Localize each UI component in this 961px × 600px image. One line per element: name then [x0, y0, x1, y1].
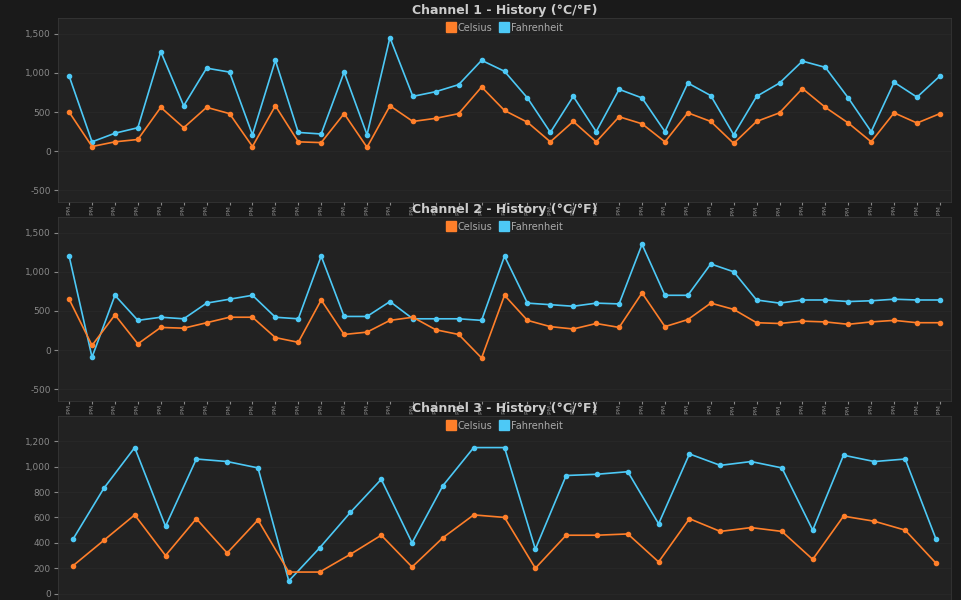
Title: Channel 3 - History (°C/°F): Channel 3 - History (°C/°F): [412, 401, 597, 415]
Legend: Celsius, Fahrenheit: Celsius, Fahrenheit: [447, 23, 562, 33]
Title: Channel 2 - History (°C/°F): Channel 2 - History (°C/°F): [411, 203, 598, 216]
Legend: Celsius, Fahrenheit: Celsius, Fahrenheit: [447, 421, 562, 431]
Title: Channel 1 - History (°C/°F): Channel 1 - History (°C/°F): [411, 4, 598, 17]
Legend: Celsius, Fahrenheit: Celsius, Fahrenheit: [447, 222, 562, 232]
